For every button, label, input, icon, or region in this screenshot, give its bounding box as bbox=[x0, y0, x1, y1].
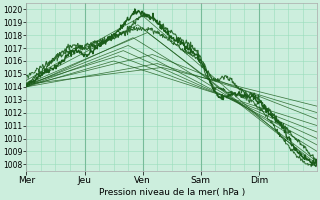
X-axis label: Pression niveau de la mer( hPa ): Pression niveau de la mer( hPa ) bbox=[99, 188, 245, 197]
